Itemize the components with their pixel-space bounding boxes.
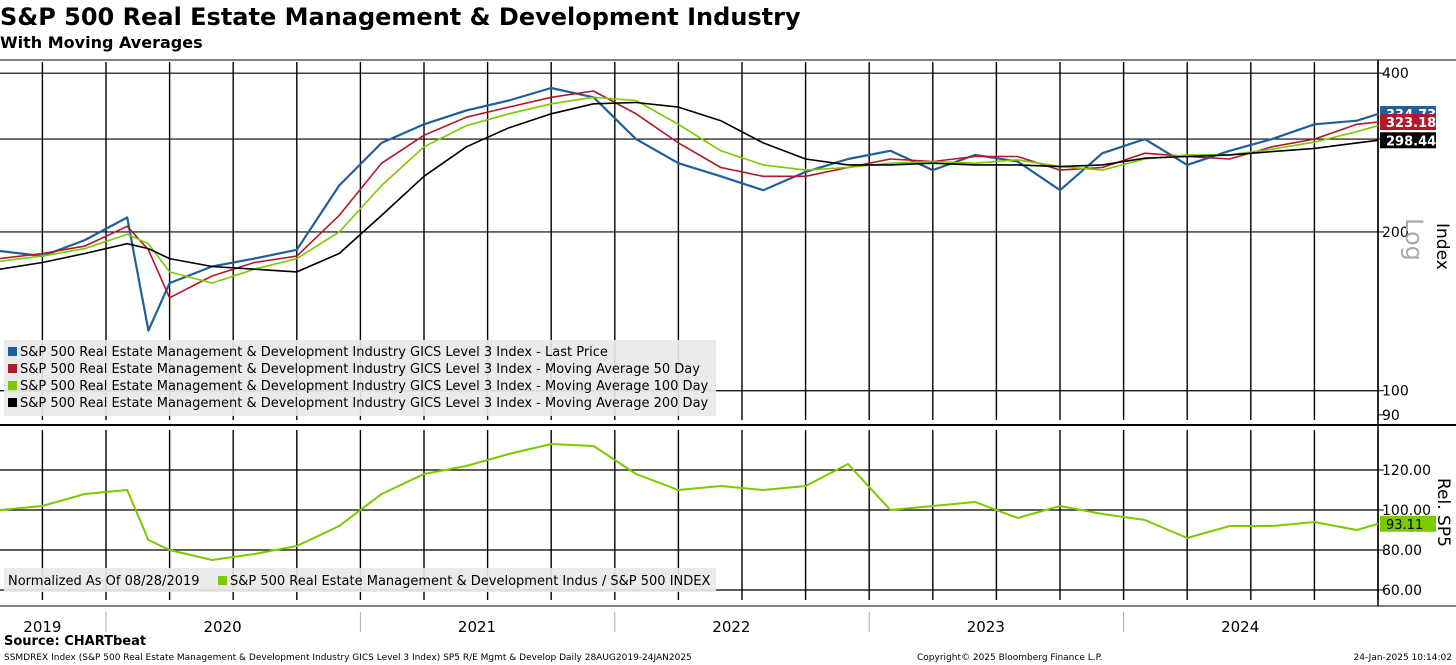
bottom-y-tick-label: 60.00 [1382,583,1422,599]
legend-swatch [8,398,17,407]
x-year-label: 2024 [1221,618,1259,636]
top-y-tick-label: 200 [1382,225,1409,241]
ma50-line [0,90,1379,299]
top-axis-title: Index [1432,223,1452,270]
relative-performance-line [0,443,1379,561]
x-year-label: 2021 [458,618,496,636]
last-value-tag-label: 323.18 [1386,116,1436,131]
normalized-note: Normalized As Of 08/28/2019 [8,574,200,589]
bottom-y-tick-label: 120.00 [1382,463,1431,479]
legend-swatch [8,364,17,373]
relative-legend-swatch [218,576,227,585]
index-description: SSMDREX Index (S&P 500 Real Estate Manag… [4,653,692,663]
top-legend-box [4,340,716,416]
x-year-label: 2023 [967,618,1005,636]
chart-subtitle: With Moving Averages [0,33,203,52]
copyright-note: Copyright© 2025 Bloomberg Finance L.P. [917,653,1103,663]
last-price-line [0,86,1379,332]
bottom-y-tick-label: 100.00 [1382,503,1431,519]
legend-label: S&P 500 Real Estate Management & Develop… [20,396,709,411]
x-year-label: 2022 [712,618,750,636]
top-y-tick-label: 400 [1382,66,1409,82]
source-note: Source: CHARTbeat [4,634,147,649]
top-y-tick-label: 90 [1382,408,1400,424]
legend-label: S&P 500 Real Estate Management & Develop… [20,345,608,360]
bottom-y-tick-label: 80.00 [1382,543,1422,559]
relative-last-value-tag-box [1380,515,1436,532]
x-year-label: 2020 [204,618,242,636]
log-scale-label: Log [1400,218,1428,261]
last-value-tag-box [1380,132,1436,149]
chart-title: S&P 500 Real Estate Management & Develop… [0,3,801,31]
ma200-line [0,101,1379,273]
last-value-tag-label: 298.44 [1386,134,1436,149]
legend-swatch [8,381,17,390]
relative-legend-label: S&P 500 Real Estate Management & Develop… [230,574,710,589]
bottom-legend-box [4,568,716,592]
legend-label: S&P 500 Real Estate Management & Develop… [20,379,709,394]
relative-last-value-tag-label: 93.11 [1386,518,1423,533]
top-y-tick-label: 100 [1382,384,1409,400]
legend-swatch [8,347,17,356]
timestamp: 24-Jan-2025 10:14:02 [1353,653,1452,663]
legend-label: S&P 500 Real Estate Management & Develop… [20,362,700,377]
ma100-line [0,96,1379,284]
last-value-tag-box [1380,114,1436,131]
bottom-axis-title: Rel. SP5 [1433,478,1453,547]
x-year-label: 2019 [23,618,61,636]
